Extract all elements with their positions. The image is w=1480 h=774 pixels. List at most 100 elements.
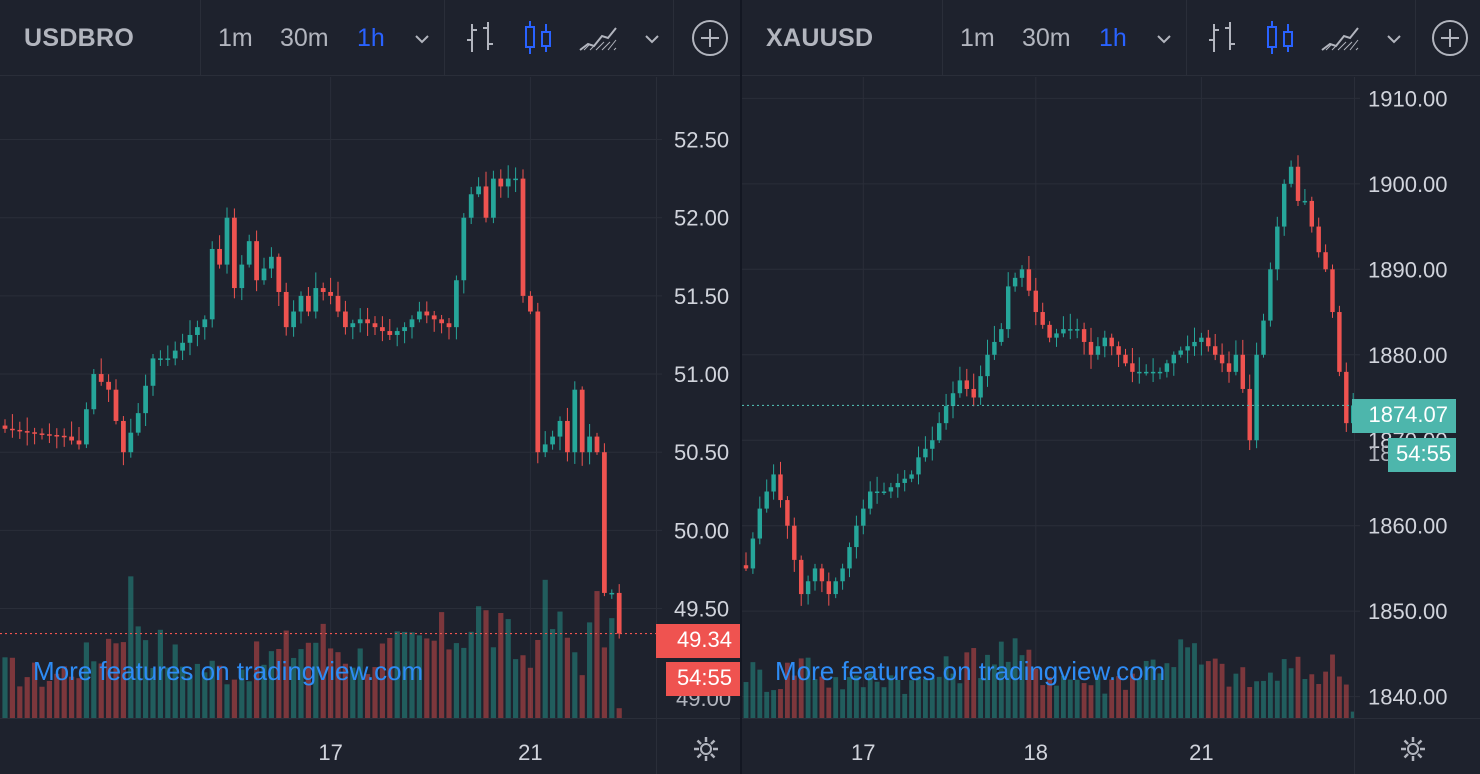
volume-bar <box>1350 711 1356 718</box>
candle-body <box>320 288 326 292</box>
volume-bar <box>805 657 811 718</box>
candle-body <box>1330 269 1335 313</box>
candle-chart-icon[interactable] <box>1260 18 1300 58</box>
toolbar-divider <box>200 0 201 76</box>
interval-1m[interactable]: 1m <box>218 24 253 52</box>
volume-bar <box>409 632 415 718</box>
symbol-label[interactable]: XAUUSD <box>766 24 874 52</box>
tradingview-link[interactable]: More features on tradingview.com <box>33 656 424 686</box>
chevron-down-icon[interactable] <box>634 18 670 58</box>
add-icon[interactable] <box>1430 18 1470 58</box>
y-axis-tick-label: 1890.00 <box>1368 257 1448 282</box>
candle-body <box>1295 166 1301 201</box>
candle-body <box>819 568 825 582</box>
interval-1h[interactable]: 1h <box>1099 24 1127 52</box>
candle-body <box>1081 329 1087 342</box>
area-chart-icon[interactable] <box>578 18 618 58</box>
volume-bar <box>943 656 949 718</box>
add-icon[interactable] <box>690 18 730 58</box>
chevron-down-icon[interactable] <box>1376 18 1412 58</box>
volume-bar <box>778 689 783 718</box>
candle-body <box>172 350 178 359</box>
volume-bar <box>402 631 408 718</box>
volume-bar <box>594 591 600 718</box>
candle-body <box>840 568 845 582</box>
volume-bar <box>1178 639 1184 718</box>
volume-bar <box>867 673 873 718</box>
volume-bar <box>1171 667 1177 718</box>
tradingview-link[interactable]: More features on tradingview.com <box>775 656 1166 686</box>
volume-bar <box>187 676 193 718</box>
area-chart-icon[interactable] <box>1320 18 1360 58</box>
volume-bar <box>998 641 1004 718</box>
symbol-label[interactable]: USDBRO <box>24 24 135 52</box>
volume-bar <box>172 644 178 718</box>
volume-bar <box>895 679 901 718</box>
volume-bar <box>1274 680 1280 718</box>
candle-body <box>39 433 45 435</box>
candle-body <box>565 420 570 453</box>
volume-bar <box>24 677 30 718</box>
volume-bar <box>298 649 304 718</box>
candle-body <box>999 329 1004 342</box>
interval-30m[interactable]: 30m <box>280 24 329 52</box>
volume-bar <box>1047 677 1053 718</box>
volume-bar <box>165 667 171 718</box>
gear-icon[interactable] <box>1398 734 1428 764</box>
candle-body <box>861 508 866 526</box>
y-axis-tick-label: 1900.00 <box>1368 172 1448 197</box>
candle-body <box>350 323 356 328</box>
candle-body <box>1316 226 1321 253</box>
candle-body <box>1012 277 1018 287</box>
candle-body <box>202 319 208 328</box>
candle-body <box>1026 269 1032 291</box>
volume-bar <box>113 643 119 718</box>
volume-bar <box>1033 668 1039 718</box>
candle-body <box>1047 324 1052 338</box>
volume-bar <box>798 658 804 718</box>
bar-chart-icon[interactable] <box>1204 18 1244 58</box>
candle-body <box>792 525 797 560</box>
candle-body <box>602 452 607 593</box>
volume-bar <box>261 664 267 718</box>
volume-bar <box>320 623 326 718</box>
volume-bar <box>476 606 482 718</box>
candle-body <box>1123 354 1128 364</box>
bar-chart-icon[interactable] <box>462 18 502 58</box>
candle-body <box>943 406 949 424</box>
candle-body <box>1116 346 1121 355</box>
volume-bar <box>276 648 282 718</box>
candle-body <box>1157 371 1163 374</box>
candle-body <box>812 568 818 582</box>
volume-bar <box>902 693 908 718</box>
volume-bar <box>254 641 260 718</box>
interval-1m[interactable]: 1m <box>960 24 995 52</box>
candle-body <box>54 435 60 437</box>
candle-body <box>1288 166 1294 184</box>
interval-1h[interactable]: 1h <box>357 24 385 52</box>
volume-bar <box>601 647 607 718</box>
volume-bar <box>194 663 200 718</box>
y-axis-tick-label: 50.00 <box>674 518 729 543</box>
candle-body <box>121 420 126 453</box>
candle-body <box>476 186 481 195</box>
candle-body <box>454 280 459 328</box>
volume-bar <box>446 649 452 718</box>
volume-bar <box>1309 674 1315 718</box>
volume-bar <box>579 675 585 718</box>
chevron-down-icon[interactable] <box>404 18 440 58</box>
candle-body <box>1054 333 1059 338</box>
candle-body <box>833 581 838 595</box>
candle-body <box>1254 354 1259 441</box>
candle-body <box>394 331 400 335</box>
candle-body <box>69 436 74 441</box>
interval-30m[interactable]: 30m <box>1022 24 1071 52</box>
candle-body <box>195 327 200 335</box>
candle-body <box>424 311 430 316</box>
chevron-down-icon[interactable] <box>1146 18 1182 58</box>
volume-bar <box>83 642 89 718</box>
candle-body <box>757 508 763 539</box>
volume-bar <box>76 678 82 718</box>
candle-chart-icon[interactable] <box>518 18 558 58</box>
gear-icon[interactable] <box>691 734 721 764</box>
